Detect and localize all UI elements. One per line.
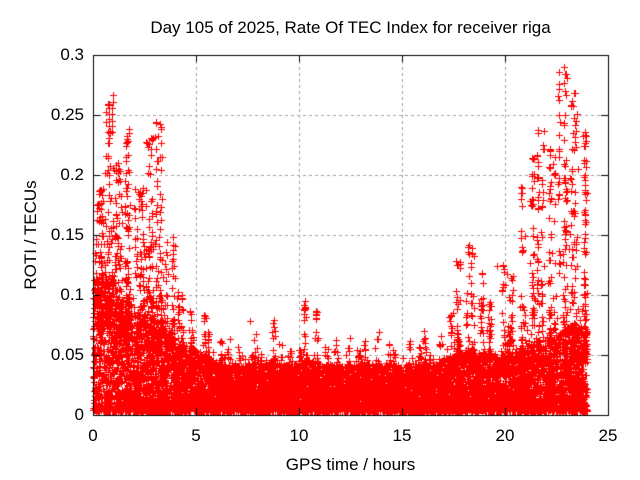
chart-title: Day 105 of 2025, Rate Of TEC Index for r…	[150, 18, 551, 37]
x-tick-label: 10	[289, 426, 309, 445]
y-tick-label: 0.3	[60, 45, 84, 64]
x-axis-label: GPS time / hours	[285, 455, 416, 474]
x-tick-label: 0	[88, 426, 98, 445]
y-tick-label: 0.2	[60, 165, 84, 184]
x-tick-label: 20	[495, 426, 515, 445]
y-tick-label: 0	[74, 405, 84, 424]
y-tick-label: 0.1	[60, 285, 84, 304]
y-tick-label: 0.05	[50, 345, 84, 364]
y-tick-label: 0.25	[50, 105, 84, 124]
x-tick-label: 5	[191, 426, 201, 445]
y-tick-label: 0.15	[50, 225, 84, 244]
x-tick-label: 25	[598, 426, 618, 445]
x-tick-label: 15	[392, 426, 412, 445]
